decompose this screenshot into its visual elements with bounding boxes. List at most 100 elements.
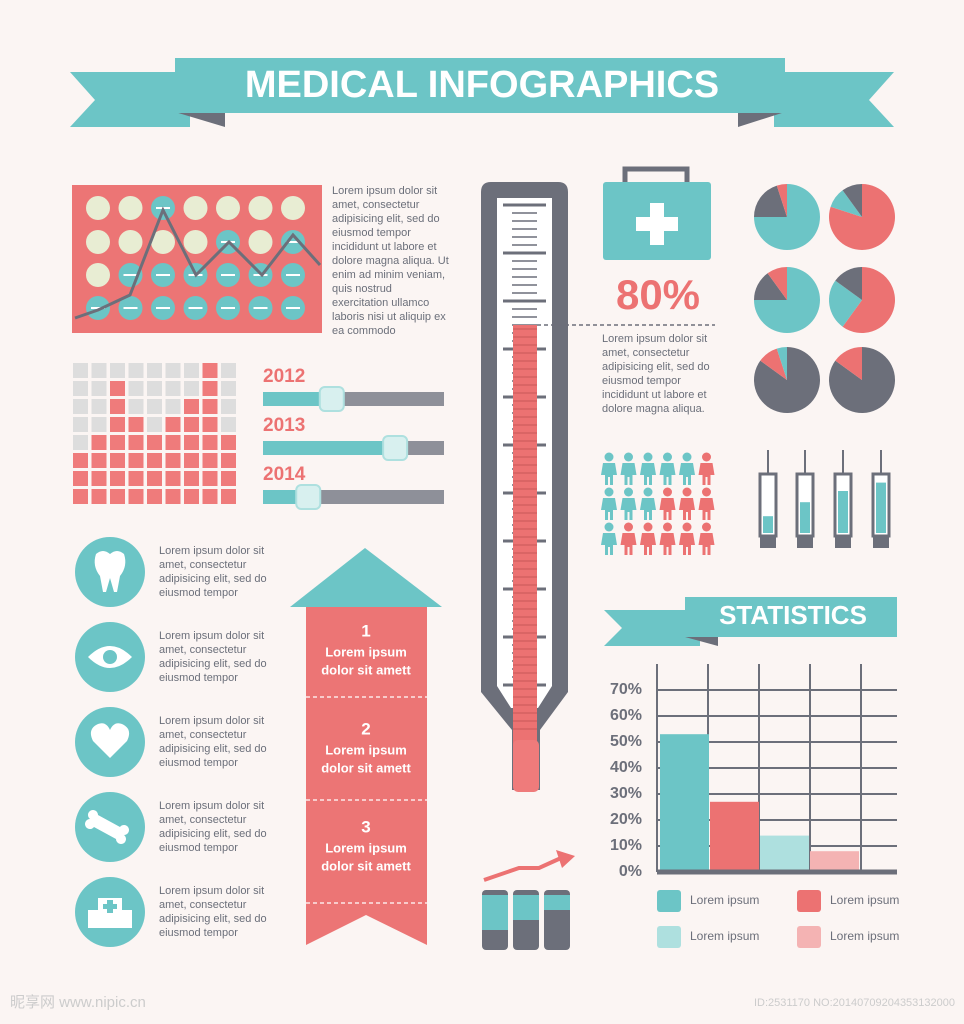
- square: [184, 453, 199, 468]
- square: [184, 381, 199, 396]
- square: [110, 363, 125, 378]
- square: [165, 471, 181, 486]
- person-body: [601, 498, 617, 520]
- ribbon-left: [70, 72, 190, 127]
- person-head: [663, 522, 672, 532]
- step-text: dolor sit amett: [321, 662, 411, 677]
- person-head: [663, 487, 672, 497]
- square: [147, 399, 162, 414]
- pie-slice: [767, 267, 787, 300]
- thermo-text: incididunt ut labore et: [602, 389, 707, 401]
- person-head: [604, 452, 614, 462]
- square: [184, 417, 199, 432]
- plunger: [760, 536, 776, 548]
- pie-slice: [835, 267, 862, 300]
- square: [202, 453, 218, 468]
- square: [147, 381, 162, 396]
- person-body: [659, 463, 676, 485]
- icon-glyph: [90, 723, 130, 758]
- person-head: [702, 452, 711, 462]
- pill: [183, 196, 208, 220]
- icon-text: Lorem ipsum dolor sit: [159, 885, 264, 897]
- step-number: 1: [361, 621, 370, 640]
- square: [91, 417, 107, 432]
- square: [128, 435, 144, 450]
- square: [184, 363, 199, 378]
- square: [221, 417, 236, 432]
- icon-text: eiusmod tempor: [159, 927, 238, 939]
- square: [73, 381, 88, 396]
- intro-text: adipisicing elit, sed do: [332, 213, 440, 225]
- pill-grid: [86, 196, 305, 320]
- pill: [86, 263, 110, 287]
- person-head: [682, 487, 692, 497]
- person-body: [698, 533, 715, 555]
- square: [91, 363, 107, 378]
- year-label: 2013: [263, 415, 305, 436]
- year-label: 2012: [263, 366, 305, 387]
- plunger: [835, 536, 851, 548]
- step-text: dolor sit amett: [321, 760, 411, 775]
- person-head: [624, 452, 633, 462]
- steps: 1 Lorem ipsum dolor sit amett 2 Lorem ipsum d…: [321, 621, 411, 873]
- y-tick-label: 60%: [610, 707, 642, 724]
- pill: [248, 196, 273, 220]
- person-head: [643, 522, 653, 532]
- legend-label: Lorem ipsum: [690, 893, 759, 907]
- bar: [710, 801, 759, 872]
- dose: [838, 491, 848, 533]
- slider-fill: [263, 441, 396, 455]
- people: [601, 452, 715, 555]
- square: [165, 435, 181, 450]
- pill: [118, 230, 143, 254]
- pill: [86, 196, 110, 220]
- bar: [660, 734, 709, 872]
- square: [110, 417, 125, 432]
- square: [184, 471, 199, 486]
- stat-fold: [685, 637, 718, 646]
- square: [110, 435, 125, 450]
- intro-text: incididunt ut labore et: [332, 241, 437, 253]
- legend-label: Lorem ipsum: [830, 893, 899, 907]
- square: [91, 453, 107, 468]
- step-text: Lorem ipsum: [325, 742, 407, 757]
- square: [165, 453, 181, 468]
- person-body: [679, 533, 695, 555]
- trend-arrowhead: [556, 850, 575, 868]
- intro-text: Lorem ipsum dolor sit: [332, 185, 437, 197]
- icon-text: amet, consectetur: [159, 729, 247, 741]
- step-number: 3: [361, 817, 370, 836]
- icon-text: adipisicing elit, sed do: [159, 658, 267, 670]
- icon-text: Lorem ipsum dolor sit: [159, 630, 264, 642]
- person-head: [643, 452, 653, 462]
- person-body: [601, 463, 617, 485]
- square: [202, 471, 218, 486]
- thermo-text: adipisicing elit, sed do: [602, 361, 710, 373]
- person-body: [620, 533, 637, 555]
- step-text: dolor sit amett: [321, 858, 411, 873]
- intro-text: dolore magna aliqua. Ut: [332, 255, 449, 267]
- y-tick-label: 70%: [610, 681, 642, 698]
- square: [221, 471, 236, 486]
- bulb: [513, 740, 539, 792]
- ribbon-fold: [738, 112, 785, 127]
- year-label: 2014: [263, 464, 306, 485]
- person-head: [624, 487, 633, 497]
- person-body: [698, 498, 715, 520]
- step-dividers: [306, 696, 427, 904]
- title: MEDICAL INFOGRAPHICS: [245, 64, 719, 106]
- pie-slice: [828, 347, 895, 414]
- square: [91, 471, 107, 486]
- thermometer: [503, 203, 546, 792]
- watermark: 昵享网 www.nipic.cn: [10, 994, 146, 1011]
- person-body: [620, 498, 637, 520]
- icon-text: Lorem ipsum dolor sit: [159, 800, 264, 812]
- pies: [754, 184, 896, 414]
- person-body: [659, 498, 676, 520]
- pill-line: [74, 206, 322, 320]
- dose: [800, 502, 810, 533]
- person-head: [702, 522, 711, 532]
- banner: [175, 58, 785, 113]
- pie-slice: [760, 348, 787, 380]
- square: [128, 471, 144, 486]
